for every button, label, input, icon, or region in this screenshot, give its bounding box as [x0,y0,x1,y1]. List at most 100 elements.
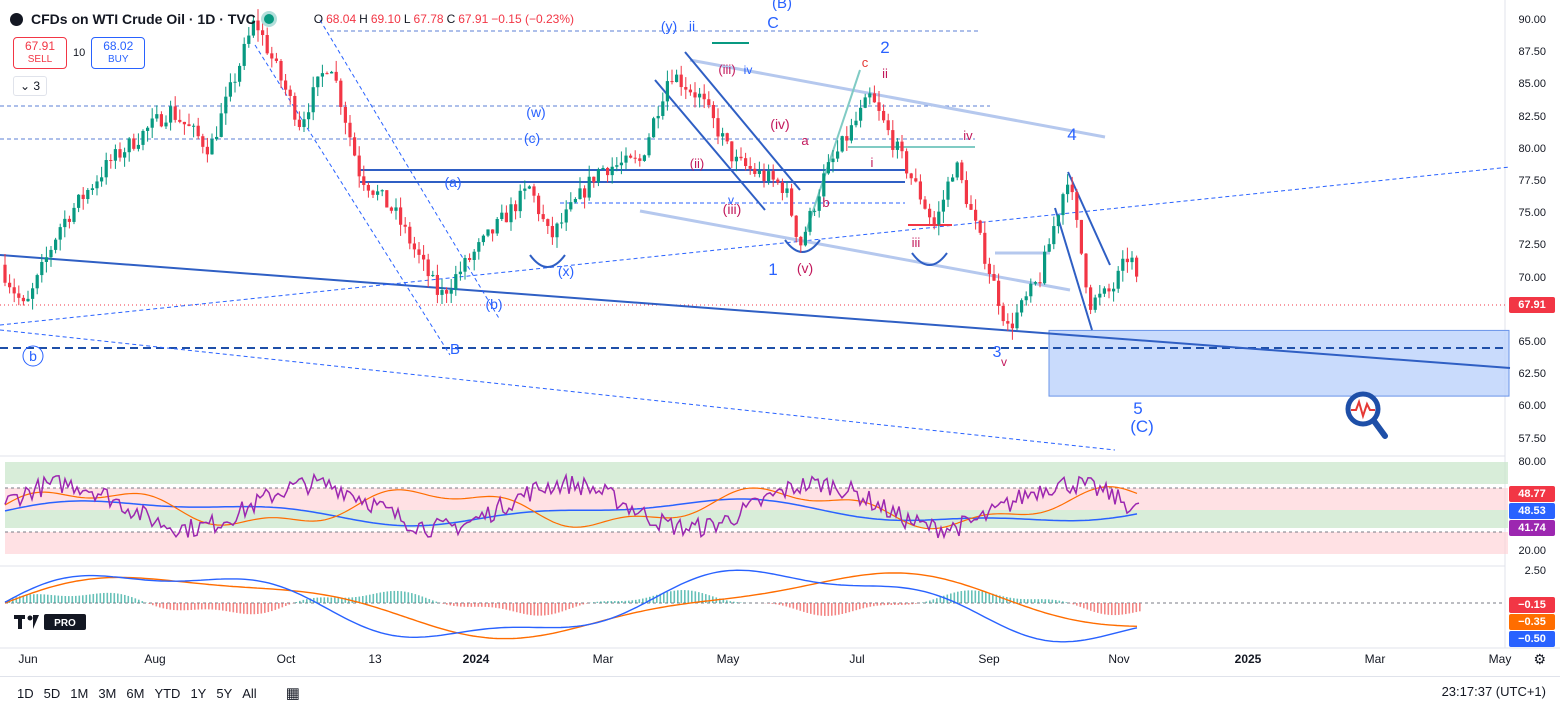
eye-icon[interactable] [264,14,274,24]
candle-body [68,219,71,222]
macd-bar [114,593,116,603]
macd-bar [61,596,63,603]
candle-body [638,158,641,161]
macd-bar [964,591,966,603]
macd-bar [1111,603,1113,615]
macd-bar [782,603,784,606]
candle-body [712,105,715,118]
macd-bar [138,600,140,603]
candle-body [128,138,131,152]
candle-body [532,186,535,195]
candle-body [1029,284,1032,297]
candle-body [836,151,839,158]
macd-bar [82,595,84,603]
macd-bar [247,603,249,614]
candle-body [693,92,696,97]
macd-bar [471,603,473,607]
candle-body [1080,220,1083,254]
timeframe-ytd[interactable]: YTD [149,686,185,701]
macd-bar [474,603,476,607]
macd-bar [611,601,613,603]
macd-bar [492,603,494,607]
candle-body [772,171,775,179]
macd-bar [184,603,186,610]
macd-bar [632,600,634,603]
candle-body [790,188,793,215]
calendar-icon[interactable]: ▦ [286,684,300,702]
macd-bar [1003,596,1005,603]
candle-body [523,189,526,191]
macd-bar [555,603,557,613]
macd-bar [429,599,431,603]
candle-body [376,191,379,195]
candle-body [565,209,568,222]
tradingview-logo[interactable]: PRO [14,612,88,632]
macd-bar [593,602,595,603]
macd-bar [502,603,504,609]
macd-bar [509,603,511,610]
candle-body [1117,271,1120,289]
macd-bar [887,603,889,605]
candle-body [868,93,871,97]
macd-bar [198,603,200,610]
macd-bar [404,592,406,603]
macd-bar [149,603,151,604]
macd-bar [275,603,277,610]
macd-bar [1139,603,1141,611]
timeframe-5y[interactable]: 5Y [211,686,237,701]
wave-label: c [862,55,869,70]
macd-bar [789,603,791,607]
timeframe-3m[interactable]: 3M [93,686,121,701]
timeframe-1m[interactable]: 1M [65,686,93,701]
macd-bar [1090,603,1092,611]
candle-body [118,149,121,157]
macd-bar [257,603,259,614]
candle-body [353,137,356,155]
macd-bar [289,603,291,605]
gear-icon[interactable]: ⚙ [1533,651,1546,668]
macd-bar [838,603,840,615]
candle-body [8,283,11,287]
macd-bar [425,598,427,603]
macd-bar [117,594,119,603]
macd-bar [485,603,487,607]
macd-bar [128,596,130,603]
magnifier-icon[interactable] [1348,394,1385,436]
macd-bar [901,603,903,605]
candle-body [864,97,867,107]
timeframe-all[interactable]: All [237,686,261,701]
candle-body [753,169,756,174]
macd-bar [457,603,459,606]
candle-body [652,118,655,137]
macd-bar [30,594,32,603]
candle-body [505,213,508,223]
timeframe-1d[interactable]: 1D [12,686,39,701]
macd-bar [338,598,340,603]
indicator-tick: 20.00 [1518,545,1546,557]
candle-body [882,111,885,120]
macd-bar [124,595,126,603]
timeframe-5d[interactable]: 5D [39,686,66,701]
macd-bar [1087,603,1089,610]
candle-body [519,191,522,211]
candle-body [436,275,439,295]
macd-bar [422,596,424,603]
candle-body [123,152,126,157]
wave-label: (iv) [770,116,789,132]
last-price-tag: 67.91 [1509,297,1555,313]
macd-bar [89,594,91,603]
macd-bar [268,603,270,612]
macd-bar [922,602,924,603]
indicator-collapse-button[interactable]: ⌄ 3 [13,76,47,96]
candle-body [597,169,600,182]
rsi-band-pink [5,532,1508,554]
timeframe-1y[interactable]: 1Y [185,686,211,701]
timeframe-6m[interactable]: 6M [121,686,149,701]
symbol-title[interactable]: CFDs on WTI Crude Oil · 1D · TVC [31,11,256,27]
